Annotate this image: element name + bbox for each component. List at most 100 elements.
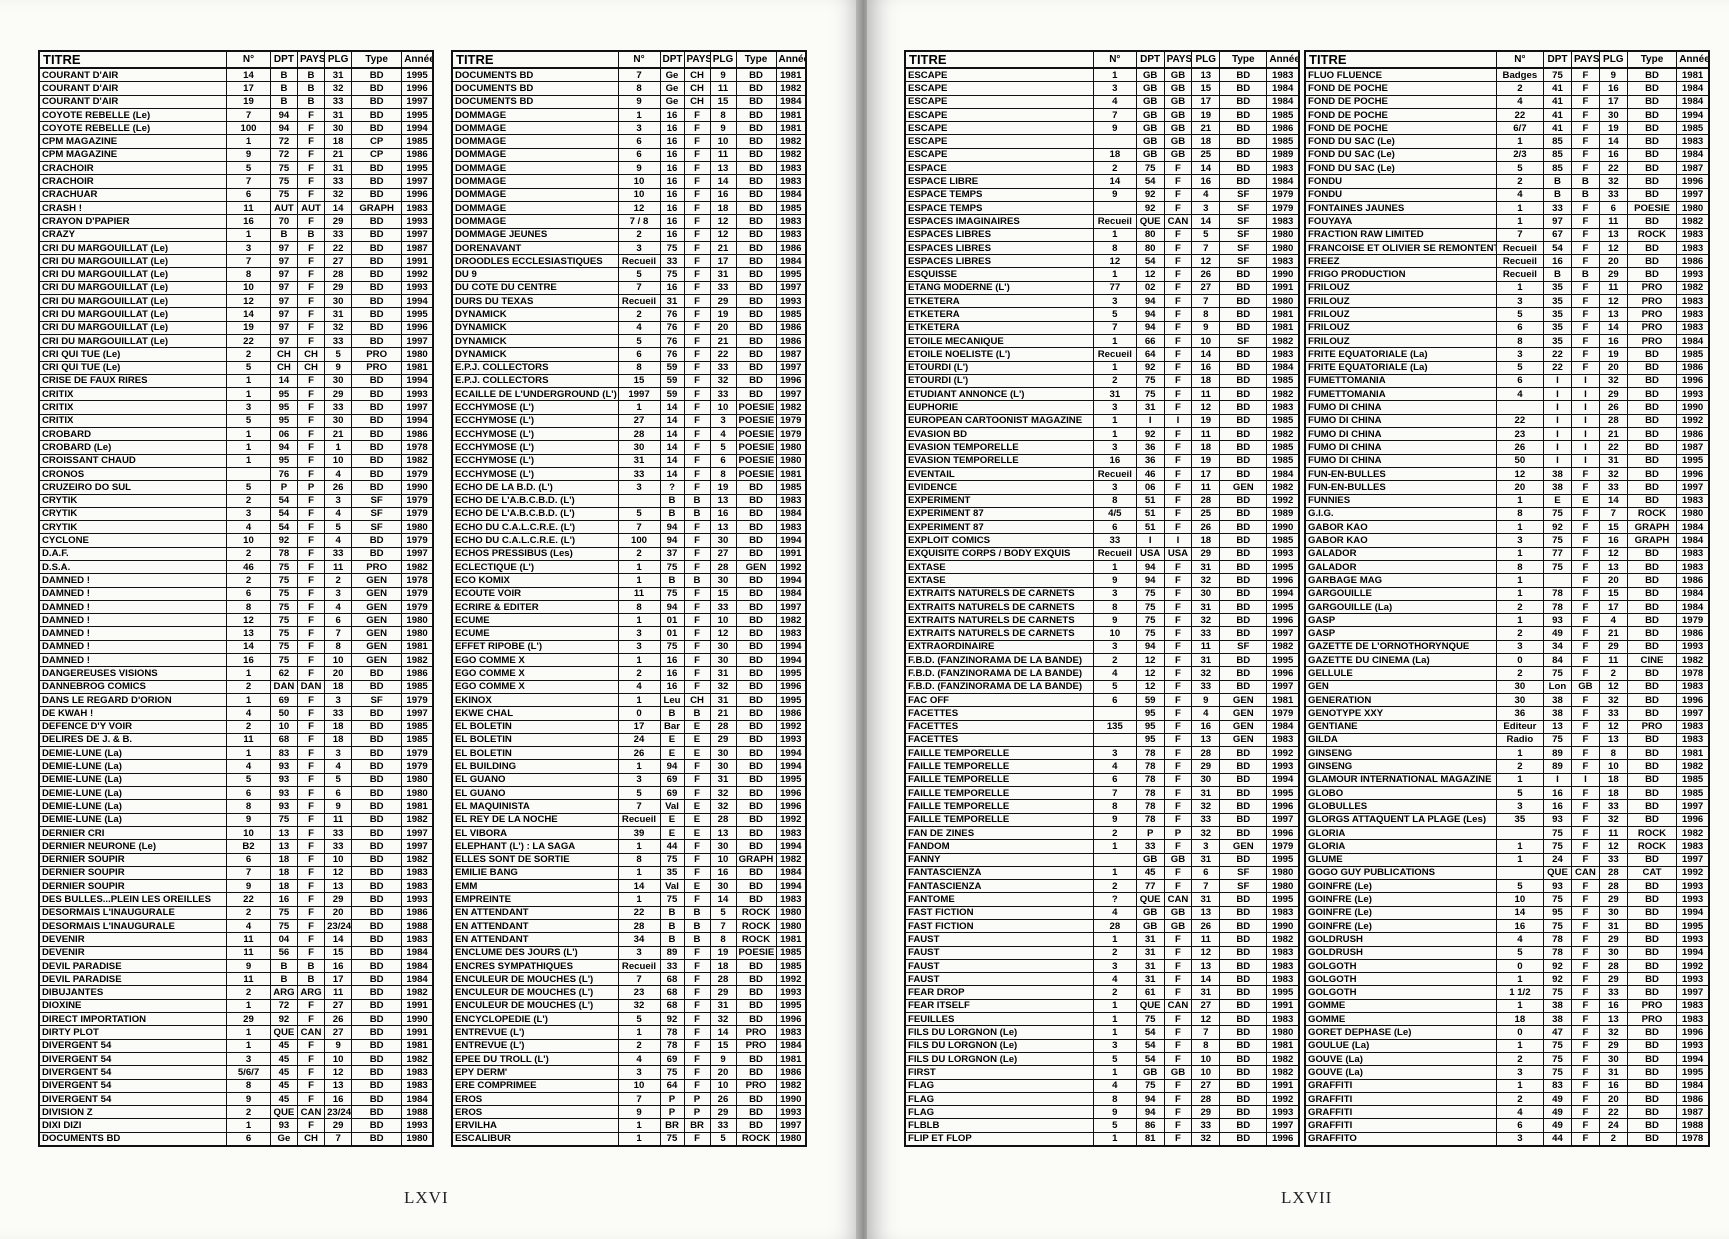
cell-plg: 33 [709, 360, 737, 375]
cell-plg: 14 [1598, 320, 1628, 335]
cell-titre: FUMETTOMANIA [1304, 387, 1497, 402]
cell-plg: 28 [709, 972, 737, 987]
cell-num: 5 [617, 1012, 661, 1027]
cell-annee: 1995 [775, 267, 807, 282]
cell-type: BD [351, 1078, 403, 1093]
cell-annee: 1993 [1266, 759, 1300, 774]
cell-plg: 15 [1598, 586, 1628, 601]
cell-dpt: 06 [1135, 480, 1165, 495]
cell-type: BD [351, 267, 403, 282]
cell-annee: 1979 [401, 599, 434, 615]
table-row: FONDU 4 B B 33 BD 1997 [1304, 187, 1710, 202]
cell-pays: F [296, 214, 326, 229]
cell-plg: 11 [1598, 653, 1628, 668]
cell-num: 11 [617, 586, 661, 601]
cell-plg: 21 [709, 706, 737, 721]
cell-pays: F [296, 1065, 326, 1080]
cell-type: POESIE [735, 413, 777, 429]
cell-num: 9 [226, 958, 271, 974]
cell-type: BD [735, 546, 777, 561]
cell-plg: 14 [709, 892, 737, 907]
cell-titre: COURANT D'AIR [38, 94, 228, 109]
cell-plg: 30 [1598, 1051, 1628, 1067]
cell-dpt: 54 [269, 520, 298, 535]
cell-pays: F [1163, 333, 1193, 349]
cell-type: BD [1219, 360, 1268, 375]
cell-dpt: 92 [659, 1012, 685, 1027]
cell-annee: 1988 [401, 918, 434, 934]
cell-num: 1 [226, 373, 271, 389]
cell-annee: 1984 [1266, 94, 1300, 109]
cell-annee: 1981 [1266, 307, 1300, 322]
cell-num: 2 [226, 1105, 271, 1120]
table-row: DOMMAGE 9 16 F 13 BD 1983 [451, 161, 807, 176]
cell-num: 3 [617, 626, 661, 641]
cell-type: BD [1626, 1091, 1678, 1107]
cell-plg: 32 [1191, 613, 1221, 628]
cell-plg: 5 [709, 905, 737, 921]
table-row: FUMO DI CHINA 22 I I 28 BD 1992 [1304, 413, 1710, 429]
cell-dpt: 97 [269, 307, 298, 322]
cell-dpt: 75 [1543, 732, 1572, 748]
cell-dpt: 78 [1135, 772, 1165, 788]
cell-annee: 1984 [401, 1091, 434, 1107]
cell-annee: 1985 [401, 732, 434, 748]
table-row: DESORMAIS L'INAUGURALE 4 75 F 23/24 BD 1988 [38, 918, 434, 934]
cell-titre: DAMNED ! [38, 626, 228, 641]
cell-annee: 1992 [1266, 1091, 1300, 1107]
cell-annee: 1979 [401, 746, 434, 761]
cell-num: 5 [1495, 786, 1545, 801]
cell-num: 7 [617, 799, 661, 814]
table-row: GRAFFITI 1 83 F 16 BD 1984 [1304, 1078, 1710, 1093]
cell-num: 4 [617, 679, 661, 694]
cell-dpt: 93 [269, 759, 298, 774]
cell-num: 28 [617, 918, 661, 934]
table-row: FRILOUZ 8 35 F 16 PRO 1984 [1304, 333, 1710, 349]
cell-plg: 9 [709, 121, 737, 136]
cell-type: BD [1626, 387, 1678, 402]
table-row: ECHO DE LA B.D. (L') 3? F 19 BD 1985 [451, 480, 807, 495]
cell-pays: CH [296, 1131, 326, 1147]
cell-plg: 29 [1191, 546, 1221, 561]
cell-plg: 22 [1598, 161, 1628, 176]
cell-dpt: 78 [1135, 812, 1165, 827]
cell-dpt: Bar [659, 719, 685, 734]
cell-type: BD [351, 918, 403, 934]
cell-titre: FOND DE POCHE [1304, 107, 1497, 123]
cell-titre: FAC OFF [904, 692, 1094, 708]
cell-annee: 1979 [401, 506, 434, 522]
cell-titre: CRITIX [38, 413, 228, 429]
cell-titre: ECHO DE LA B.D. (L') [451, 480, 619, 495]
cell-plg: 12 [324, 865, 353, 881]
cell-titre: DIXI DIZI [38, 1118, 228, 1133]
cell-type: BD [1626, 134, 1678, 149]
cell-dpt: 93 [269, 1118, 298, 1133]
cell-annee: 1984 [1676, 94, 1710, 109]
cell-num: 1 [226, 1118, 271, 1133]
cell-plg: 32 [1191, 1131, 1221, 1147]
cell-num: 1 [1092, 227, 1137, 242]
cell-plg: 3 [324, 692, 353, 708]
cell-pays: F [1570, 240, 1600, 256]
cell-dpt: 35 [1543, 294, 1572, 309]
cell-pays: F [683, 347, 711, 362]
cell-plg: 31 [1191, 559, 1221, 575]
cell-titre: CRI QUI TUE (Le) [38, 347, 228, 362]
cell-annee: 1996 [1266, 573, 1300, 588]
cell-pays: F [683, 227, 711, 242]
cell-type: BD [351, 985, 403, 1000]
cell-pays: F [683, 427, 711, 442]
cell-titre: CRYTIK [38, 493, 228, 508]
cell-titre: DANGEREUSES VISIONS [38, 666, 228, 681]
cell-dpt: 18 [269, 865, 298, 881]
cell-annee: 1982 [401, 812, 434, 827]
cell-pays: B [1570, 174, 1600, 189]
cell-num: 11 [226, 972, 271, 987]
cell-plg: 32 [709, 679, 737, 694]
cell-annee: 1992 [775, 812, 807, 827]
cell-num: 2 [226, 905, 271, 921]
cell-dpt: 75 [1543, 533, 1572, 548]
cell-plg: 5 [709, 1131, 737, 1147]
cell-pays: F [296, 1091, 326, 1107]
cell-num: 135 [1092, 719, 1137, 734]
